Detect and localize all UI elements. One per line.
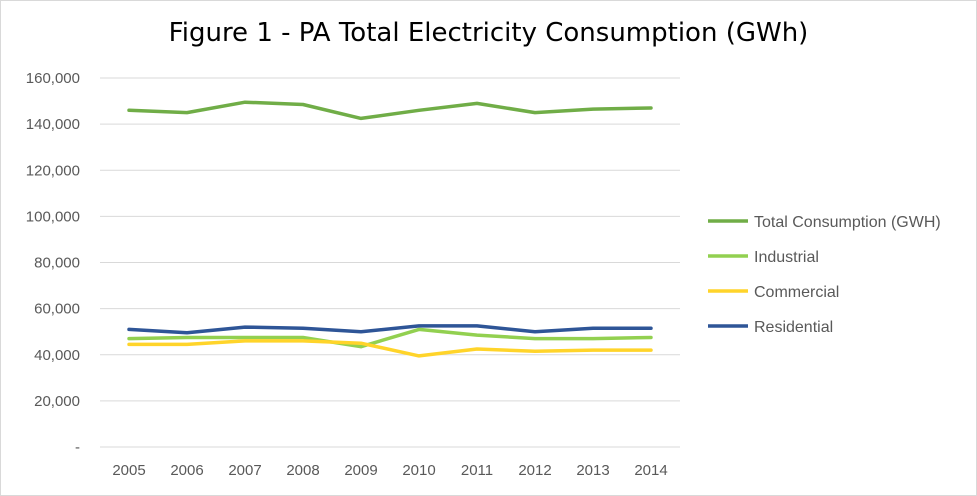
series-line-commercial xyxy=(127,339,653,358)
y-tick-label: 20,000 xyxy=(34,393,80,410)
chart-title: Figure 1 - PA Total Electricity Consumpt… xyxy=(168,18,809,48)
legend-label-industrial: Industrial xyxy=(754,249,819,266)
y-axis-tick-labels: - 20,000 40,000 60,000 80,000 100,000 120,000 1… xyxy=(26,70,80,456)
y-tick-label: - xyxy=(75,439,80,456)
legend-label-residential: Residential xyxy=(754,319,833,336)
x-tick-label: 2009 xyxy=(344,462,377,479)
legend-label-commercial: Commercial xyxy=(754,284,839,301)
x-tick-label: 2008 xyxy=(286,462,319,479)
legend: Total Consumption (GWH) Industrial Commerc… xyxy=(708,214,941,336)
series-line-industrial xyxy=(127,327,653,349)
x-tick-label: 2010 xyxy=(402,462,435,479)
y-tick-label: 120,000 xyxy=(26,162,80,179)
y-tick-label: 80,000 xyxy=(34,255,80,272)
x-tick-label: 2012 xyxy=(518,462,551,479)
gridlines xyxy=(100,77,680,448)
legend-label-total-consumption-gwh: Total Consumption (GWH) xyxy=(754,214,941,231)
series-line-total-consumption-gwh xyxy=(127,100,653,121)
y-tick-label: 40,000 xyxy=(34,347,80,364)
x-tick-label: 2007 xyxy=(228,462,261,479)
series-line-residential xyxy=(127,324,653,335)
y-tick-label: 100,000 xyxy=(26,208,80,225)
x-tick-label: 2013 xyxy=(576,462,609,479)
y-tick-label: 160,000 xyxy=(26,70,80,87)
x-tick-label: 2006 xyxy=(170,462,203,479)
x-tick-label: 2005 xyxy=(112,462,145,479)
x-axis-tick-labels: 2005 2006 2007 2008 2009 2010 2011 2012 2013 2014 xyxy=(112,462,667,479)
y-tick-label: 60,000 xyxy=(34,301,80,318)
y-tick-label: 140,000 xyxy=(26,116,80,133)
x-tick-label: 2014 xyxy=(634,462,667,479)
x-tick-label: 2011 xyxy=(461,462,493,479)
series-lines xyxy=(127,100,653,358)
